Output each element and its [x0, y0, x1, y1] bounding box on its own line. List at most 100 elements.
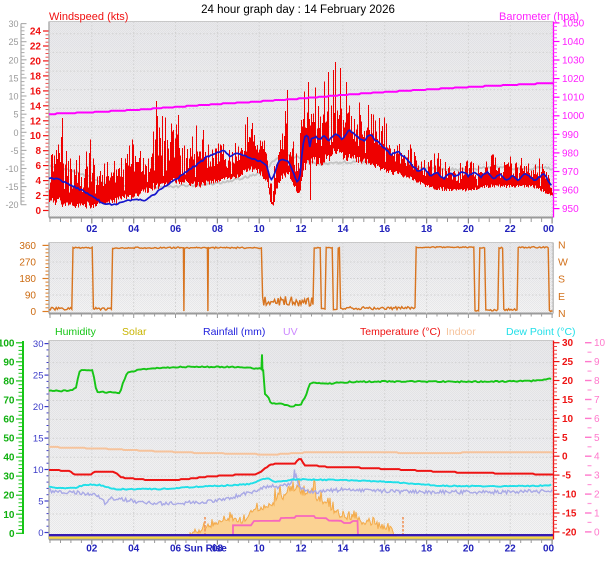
svg-text:12: 12: [295, 544, 307, 555]
svg-text:04: 04: [128, 224, 140, 235]
svg-text:Rainfall (mm): Rainfall (mm): [203, 326, 265, 338]
svg-text:1010: 1010: [562, 93, 585, 104]
svg-text:-5: -5: [10, 146, 18, 156]
svg-text:40: 40: [3, 453, 15, 464]
svg-text:02: 02: [86, 544, 98, 555]
svg-text:14: 14: [30, 101, 42, 112]
svg-text:70: 70: [3, 395, 15, 406]
svg-text:1020: 1020: [562, 74, 585, 85]
svg-text:980: 980: [562, 148, 579, 159]
svg-text:5: 5: [594, 433, 600, 444]
svg-text:-10: -10: [5, 164, 18, 174]
svg-text:1: 1: [594, 509, 600, 520]
svg-text:15: 15: [8, 73, 18, 83]
svg-text:2: 2: [35, 191, 41, 202]
svg-text:-10: -10: [562, 490, 577, 501]
svg-text:3: 3: [594, 471, 600, 482]
svg-text:-5: -5: [562, 471, 571, 482]
svg-text:10: 10: [594, 338, 606, 349]
svg-text:30: 30: [33, 339, 44, 350]
svg-text:8: 8: [594, 376, 600, 387]
svg-text:20: 20: [8, 55, 18, 65]
svg-text:Solar: Solar: [122, 326, 147, 338]
svg-text:10: 10: [254, 544, 266, 555]
svg-text:1040: 1040: [562, 37, 585, 48]
svg-text:20: 20: [562, 376, 574, 387]
svg-text:15: 15: [562, 395, 574, 406]
svg-text:Temperature (°C): Temperature (°C): [360, 326, 441, 338]
svg-text:10: 10: [254, 224, 266, 235]
svg-text:Dew Point (°C): Dew Point (°C): [506, 326, 576, 338]
svg-text:20: 20: [3, 491, 15, 502]
svg-text:960: 960: [562, 186, 579, 197]
svg-text:5: 5: [562, 433, 568, 444]
svg-text:6: 6: [35, 161, 41, 172]
svg-text:06: 06: [170, 544, 182, 555]
svg-text:270: 270: [19, 258, 36, 269]
svg-text:Humidity: Humidity: [55, 326, 97, 338]
svg-text:22: 22: [30, 42, 42, 53]
svg-text:950: 950: [562, 204, 579, 215]
svg-text:20: 20: [463, 224, 475, 235]
svg-text:12: 12: [295, 224, 307, 235]
svg-text:16: 16: [379, 224, 391, 235]
svg-text:24 hour graph day : 14 Februar: 24 hour graph day : 14 February 2026: [201, 4, 395, 16]
svg-text:18: 18: [421, 544, 433, 555]
svg-text:12: 12: [30, 116, 42, 127]
svg-text:24: 24: [30, 27, 42, 38]
svg-text:22: 22: [505, 224, 517, 235]
svg-text:00: 00: [543, 544, 555, 555]
svg-text:2: 2: [594, 490, 600, 501]
svg-text:-15: -15: [562, 509, 577, 520]
svg-text:-20: -20: [5, 200, 18, 210]
svg-text:20: 20: [33, 402, 44, 413]
svg-text:UV: UV: [283, 326, 298, 338]
svg-text:360: 360: [19, 241, 36, 252]
svg-text:25: 25: [8, 37, 18, 47]
svg-text:N: N: [558, 240, 566, 252]
svg-text:0: 0: [30, 307, 36, 318]
svg-text:14: 14: [337, 544, 349, 555]
svg-text:0: 0: [594, 527, 600, 538]
svg-text:1030: 1030: [562, 56, 585, 67]
svg-text:18: 18: [30, 71, 42, 82]
svg-text:5: 5: [13, 110, 18, 120]
svg-text:-20: -20: [562, 527, 577, 538]
svg-text:10: 10: [3, 510, 15, 521]
svg-text:W: W: [558, 256, 568, 268]
svg-text:18: 18: [421, 224, 433, 235]
svg-text:25: 25: [33, 371, 44, 382]
svg-text:06: 06: [170, 224, 182, 235]
svg-text:0: 0: [9, 529, 15, 540]
svg-text:180: 180: [19, 274, 36, 285]
svg-text:8: 8: [35, 146, 41, 157]
svg-text:60: 60: [3, 415, 15, 426]
svg-text:20: 20: [30, 56, 42, 67]
svg-text:970: 970: [562, 167, 579, 178]
svg-text:90: 90: [25, 291, 37, 302]
svg-text:80: 80: [3, 376, 15, 387]
svg-text:25: 25: [562, 357, 574, 368]
svg-text:1050: 1050: [562, 18, 585, 29]
svg-text:0: 0: [38, 528, 43, 539]
svg-text:Windspeed (kts): Windspeed (kts): [49, 11, 128, 23]
svg-text:7: 7: [594, 395, 600, 406]
svg-text:4: 4: [35, 176, 41, 187]
svg-text:0: 0: [562, 452, 568, 463]
svg-text:10: 10: [8, 92, 18, 102]
svg-text:22: 22: [505, 544, 517, 555]
svg-text:0: 0: [35, 206, 41, 217]
svg-text:1000: 1000: [562, 111, 585, 122]
svg-text:-15: -15: [5, 182, 18, 192]
svg-text:14: 14: [337, 224, 349, 235]
svg-text:N: N: [558, 308, 566, 320]
svg-text:6: 6: [594, 414, 600, 425]
svg-text:S: S: [558, 274, 565, 286]
svg-text:9: 9: [594, 357, 600, 368]
svg-text:50: 50: [3, 434, 15, 445]
svg-text:02: 02: [86, 224, 98, 235]
svg-text:10: 10: [30, 131, 42, 142]
svg-text:30: 30: [8, 19, 18, 29]
svg-text:Barometer (hpa): Barometer (hpa): [499, 11, 579, 23]
svg-text:30: 30: [562, 338, 574, 349]
